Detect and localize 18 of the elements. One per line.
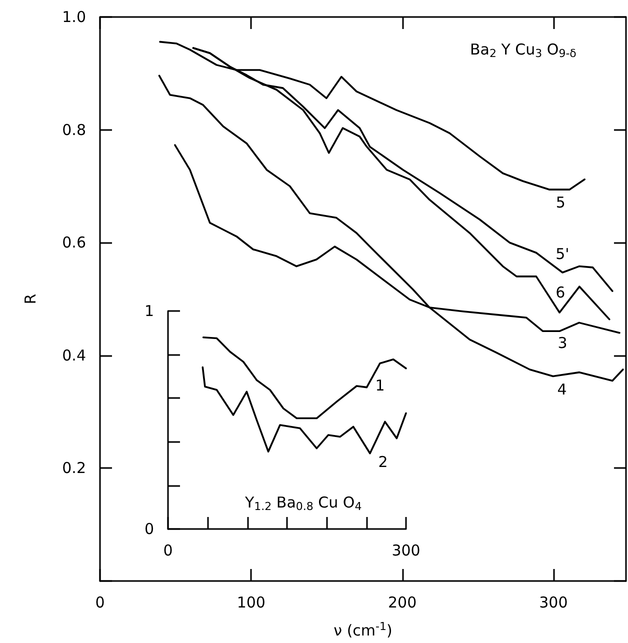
series-label: 6 [556,283,566,302]
x-tick-label: 100 [236,594,266,612]
x-tick-label: 200 [388,594,417,612]
x-tick-label: 300 [539,594,568,612]
series-label: 1 [375,376,385,394]
series-label: 5' [556,245,570,264]
y-axis-title: R [22,294,40,304]
series-label: 5 [556,193,566,212]
y-tick-label: 1.0 [62,8,86,26]
series-label: 2 [378,453,388,472]
y-tick-label: 0.2 [62,459,86,478]
y-tick-label: 0.6 [62,234,86,252]
series-label: 3 [558,334,568,352]
x-tick-label: 300 [392,542,420,560]
series-label: 4 [557,380,567,398]
x-tick-label: 0 [95,594,105,612]
y-tick-label: 0.8 [62,120,86,139]
y-tick-label: 0.4 [62,346,86,364]
